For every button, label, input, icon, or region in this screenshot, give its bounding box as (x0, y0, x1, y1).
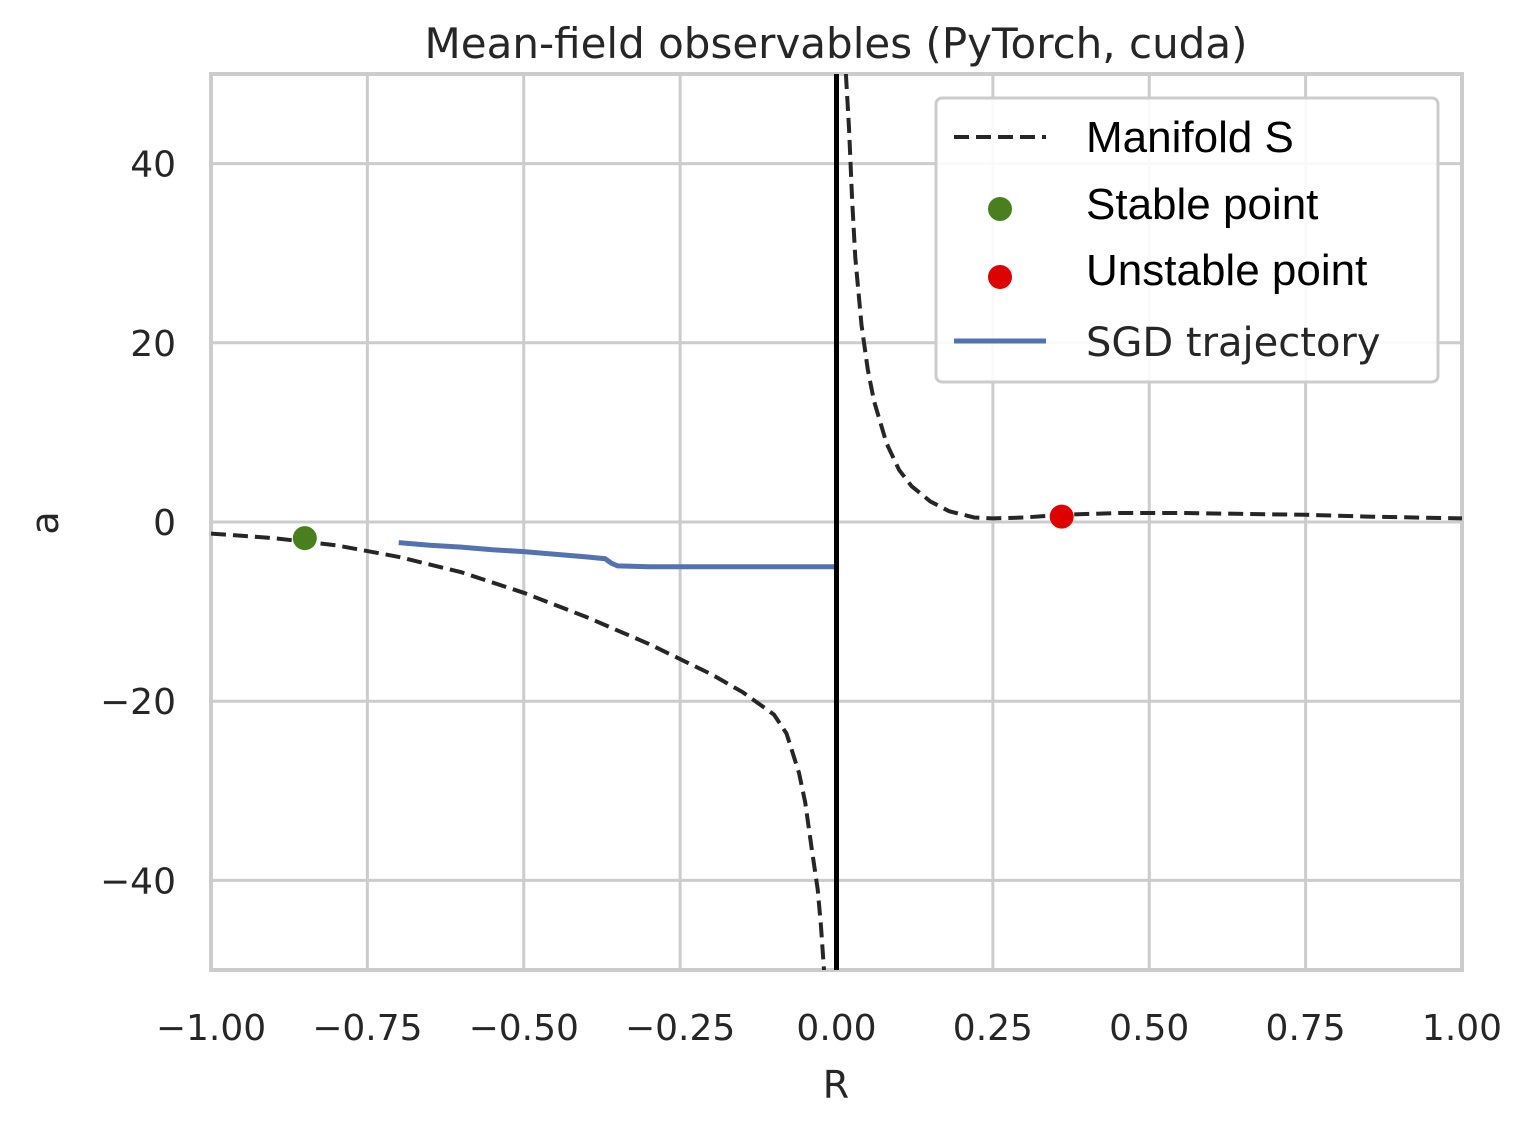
x-tick-label: 0.00 (796, 1008, 876, 1049)
unstable-point-marker (1049, 504, 1074, 529)
y-tick-label: 0 (153, 503, 176, 544)
manifold-s-line (211, 531, 826, 970)
x-tick-label: −0.25 (625, 1008, 735, 1049)
y-tick-label: 20 (130, 324, 176, 365)
legend-stable-handle (988, 197, 1012, 221)
legend-unstable-handle (988, 265, 1012, 289)
y-axis-label: a (23, 511, 67, 534)
legend-label: Manifold S (1086, 113, 1294, 162)
legend-label: SGD trajectory (1086, 320, 1381, 366)
x-tick-label: 0.25 (953, 1008, 1033, 1049)
x-axis-label: R (823, 1063, 849, 1107)
legend-box (934, 96, 1440, 384)
chart-title: Mean-field observables (PyTorch, cuda) (425, 19, 1248, 68)
sgd-trajectory-line (398, 540, 837, 570)
manifold-s-line (843, 74, 1462, 521)
y-tick-label: −40 (100, 861, 176, 902)
stable-point-marker (292, 526, 317, 551)
x-tick-label: −1.00 (156, 1008, 266, 1049)
y-tick-label: 40 (130, 145, 176, 186)
legend-label: Stable point (1086, 180, 1318, 229)
tick-labels: −1.00 −0.75 −0.50 −0.25 0.00 0.25 0.50 0.75 1.00… (100, 145, 1502, 1049)
plot-area (211, 74, 1462, 970)
x-tick-label: 1.00 (1422, 1008, 1502, 1049)
x-tick-label: 0.50 (1109, 1008, 1189, 1049)
legend-label: Unstable point (1086, 246, 1367, 295)
x-tick-label: −0.50 (469, 1008, 579, 1049)
legend: Manifold S Stable point Unstable point SGD … (934, 96, 1440, 384)
x-tick-label: 0.75 (1266, 1008, 1346, 1049)
y-tick-label: −20 (100, 682, 176, 723)
x-tick-label: −0.75 (312, 1008, 422, 1049)
